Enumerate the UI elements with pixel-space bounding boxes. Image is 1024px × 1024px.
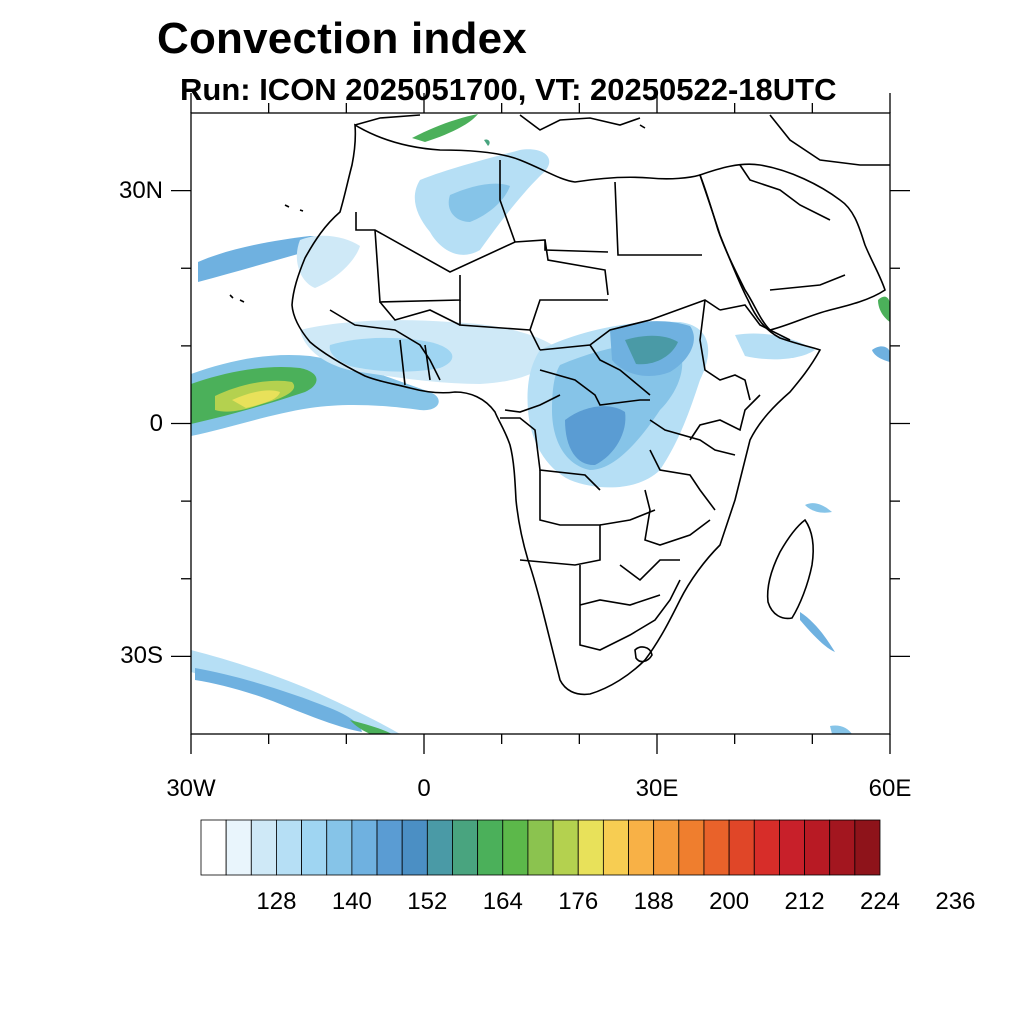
sahara-cells-core [448, 183, 510, 222]
colorbar-swatch [426, 819, 453, 876]
colorbar-swatch [602, 819, 629, 876]
colorbar-label: 224 [859, 888, 901, 915]
colorbar-swatch [653, 819, 680, 876]
colorbar-swatch [276, 819, 302, 876]
colorbar-swatch [401, 819, 428, 876]
x-tick-label: 30E [635, 775, 679, 802]
colorbar-swatch [250, 819, 277, 876]
colorbar-swatch [779, 819, 805, 876]
colorbar-label: 176 [558, 888, 599, 915]
horn-cells [735, 333, 815, 360]
colorbar-label: 152 [407, 888, 448, 915]
colorbar-swatch [301, 819, 328, 876]
convection-field [191, 114, 890, 734]
axis-ticks [171, 93, 910, 754]
arabian-peninsula [698, 163, 886, 331]
colorbar-label: 164 [482, 888, 523, 915]
colorbar-swatch [351, 819, 378, 876]
colorbar-swatch [502, 819, 529, 876]
colorbar-swatch [552, 819, 579, 876]
x-tick-label: 60E [868, 775, 912, 802]
colorbar-swatch [527, 819, 554, 876]
colorbar [200, 819, 881, 876]
colorbar-label: 188 [633, 888, 674, 915]
madagascar-streak [800, 612, 835, 652]
y-tick-label: 30S [120, 642, 163, 670]
maghreb-cells [296, 235, 360, 288]
congo-core [565, 406, 626, 466]
colorbar-swatch [225, 819, 252, 876]
colorbar-swatch [200, 819, 227, 876]
colorbar-swatch [703, 819, 730, 876]
colorbar-swatch [477, 819, 504, 876]
y-tick-label: 0 [149, 409, 163, 437]
colorbar-swatch [804, 819, 831, 876]
southern-ocean-band-mid [195, 668, 362, 732]
jet-band-north-atlantic [412, 114, 478, 142]
itcz-band-atlantic-peak [232, 390, 280, 408]
southern-ocean-band [191, 650, 400, 734]
colorbar-swatch [854, 819, 881, 876]
colorbar-label: 236 [935, 888, 976, 915]
map-subtitle: Run: ICON 2025051700, VT: 20250522-18UTC [180, 72, 837, 107]
colorbar-swatch [376, 819, 403, 876]
colorbar-label: 128 [256, 888, 297, 915]
africa-coastline [291, 123, 822, 696]
colorbar-label: 140 [331, 888, 372, 915]
x-tick-label: 30W [166, 775, 216, 802]
colorbar-swatch [678, 819, 705, 876]
colorbar-swatch [829, 819, 856, 876]
y-tick-label: 30N [118, 176, 163, 204]
colorbar-label: 212 [784, 888, 825, 915]
southern-ocean-band-core [350, 720, 392, 734]
ethiopia-cells-core [625, 335, 678, 365]
colorbar-swatch [628, 819, 655, 876]
colorbar-swatch [452, 819, 479, 876]
colorbar-swatch [326, 819, 353, 876]
colorbar-swatch [753, 819, 780, 876]
southeast-streak [805, 503, 832, 513]
madagascar [766, 518, 814, 620]
colorbar-label: 200 [709, 888, 750, 915]
colorbar-swatch [577, 819, 604, 876]
x-tick-label: 0 [417, 775, 431, 802]
map-title: Convection index [157, 14, 527, 63]
red-sea-spot [484, 139, 490, 146]
south-east-band [830, 725, 852, 734]
arabian-sea-edge-2 [872, 346, 890, 362]
colorbar-swatch [728, 819, 755, 876]
arabian-sea-edge [878, 296, 890, 322]
jet-band-northwest [198, 236, 320, 282]
political-boundaries [229, 114, 890, 696]
